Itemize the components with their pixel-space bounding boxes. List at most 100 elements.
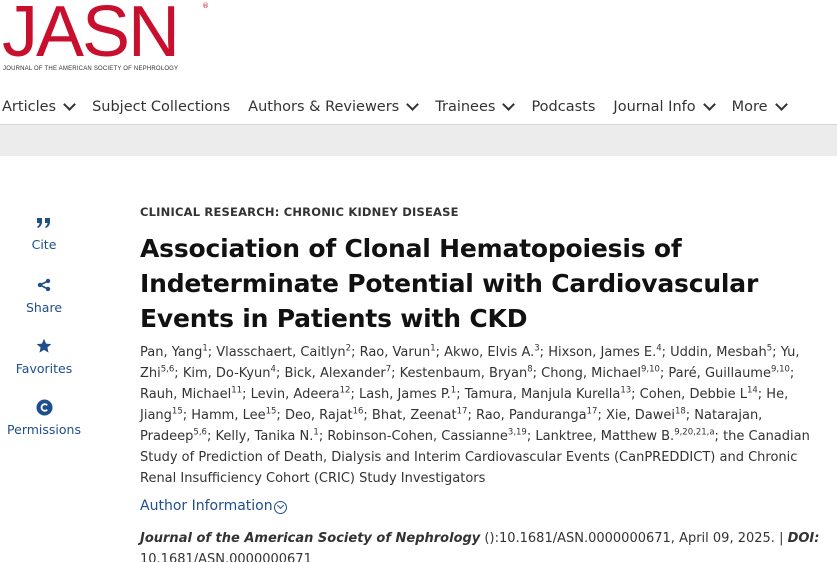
author-name-text: Vlasschaert, Caitlyn (216, 345, 346, 360)
chevron-down-icon (63, 98, 76, 111)
author-name-text: Pan, Yang (140, 345, 203, 360)
author-name-text: Kestenbaum, Bryan (399, 366, 528, 381)
author-name[interactable]: Bhat, Zeenat17 (371, 406, 468, 423)
author-name[interactable]: Bick, Alexander7 (284, 364, 392, 381)
author-name[interactable]: Kelly, Tanika N.1 (215, 428, 318, 444)
nav-item-articles[interactable]: Articles (2, 98, 76, 115)
nav-item-podcasts[interactable]: Podcasts (531, 99, 595, 115)
author-name[interactable]: Cohen, Debbie L14 (639, 385, 758, 402)
cite-button[interactable]: Cite (0, 212, 88, 252)
favorites-button[interactable]: Favorites (0, 336, 88, 376)
author-affiliation-sup: 1 (202, 343, 208, 354)
cite-label: Cite (31, 237, 57, 252)
author-name-text: Kim, Do-Kyun (182, 366, 271, 381)
author-name[interactable]: Akwo, Elvis A.3 (444, 344, 540, 360)
permissions-button[interactable]: Permissions (0, 397, 88, 437)
chevron-down-icon (273, 500, 287, 514)
author-name[interactable]: Tamura, Manjula Kurella13 (465, 386, 631, 402)
author-name[interactable]: Paré, Guillaume9,10 (668, 364, 790, 381)
nav-item-journal-info[interactable]: Journal Info (613, 98, 716, 115)
author-affiliation-sup: 3,19 (507, 427, 527, 438)
author-name-text: Hamm, Lee (191, 408, 266, 423)
share-label: Share (25, 300, 63, 315)
nav-item-label: Trainees (435, 99, 496, 115)
author-affiliation-sup: 17 (456, 406, 468, 417)
author-name-text: Xie, Dawei (605, 408, 675, 423)
chevron-down-icon (702, 98, 716, 111)
share-button[interactable]: Share (0, 275, 88, 315)
author-name[interactable]: Lash, James P.1 (358, 385, 457, 402)
author-name-text: Cohen, Debbie L (639, 387, 747, 402)
author-name[interactable]: He, Jiang15 (140, 387, 788, 423)
article-category[interactable]: CLINICAL RESEARCH: CHRONIC KIDNEY DISEAS… (140, 205, 459, 219)
author-name[interactable]: Robinson-Cohen, Cassianne3,19 (327, 427, 527, 444)
author-name-text: Lanktree, Matthew B. (535, 429, 675, 444)
author-affiliation-sup: 1 (450, 385, 457, 396)
doi-value[interactable]: 10.1681/ASN.0000000671 (140, 552, 312, 562)
author-name[interactable]: Xie, Dawei18 (605, 406, 686, 423)
author-name[interactable]: Natarajan, Pradeep5,6 (140, 408, 762, 444)
main-nav: Articles Subject Collections Authors & Rev… (0, 92, 837, 122)
author-affiliation-sup: 4 (656, 343, 662, 354)
author-name[interactable]: Uddin, Mesbah5 (670, 343, 773, 360)
journal-name: Journal of the American Society of Nephr… (140, 531, 481, 546)
nav-item-label: Subject Collections (92, 99, 231, 115)
author-name-text: Rao, Panduranga (475, 408, 587, 423)
author-name-text: Chong, Michael (541, 366, 641, 381)
chevron-down-icon (406, 98, 420, 111)
journal-logo[interactable]: JASN ® JOURNAL OF THE AMERICAN SOCIETY O… (2, 0, 209, 72)
nav-item-more[interactable]: More (732, 98, 788, 115)
author-name-text: Lash, James P. (358, 387, 451, 402)
author-name[interactable]: Kim, Do-Kyun4 (182, 365, 276, 381)
author-name-text: Robinson-Cohen, Cassianne (327, 429, 508, 444)
author-name-text: Akwo, Elvis A. (444, 345, 535, 360)
author-name[interactable]: Deo, Rajat16 (285, 407, 363, 423)
author-name[interactable]: Hixson, James E.4 (548, 343, 662, 360)
author-name-text: Bhat, Zeenat (371, 408, 457, 423)
star-icon (0, 336, 88, 356)
author-affiliation-sup: 5,6 (193, 427, 207, 438)
author-affiliation-sup: 15 (171, 406, 183, 417)
author-name[interactable]: Vlasschaert, Caitlyn2 (216, 343, 352, 360)
author-affiliation-sup: 7 (385, 364, 392, 375)
logo-tagline: JOURNAL OF THE AMERICAN SOCIETY OF NEPHR… (3, 66, 179, 72)
author-affiliation-sup: 17 (586, 406, 598, 417)
author-name-text: Uddin, Mesbah (670, 345, 767, 360)
author-name-text: Rauh, Michael (140, 387, 232, 402)
nav-item-trainees[interactable]: Trainees (435, 98, 516, 115)
author-name[interactable]: Chong, Michael9,10 (541, 365, 660, 381)
author-name[interactable]: Rao, Panduranga17 (475, 406, 598, 423)
author-name-text: Hixson, James E. (548, 345, 657, 360)
author-name[interactable]: Pan, Yang1 (140, 343, 208, 360)
registered-mark: ® (202, 2, 209, 10)
copyright-icon (0, 397, 88, 417)
author-name[interactable]: Kestenbaum, Bryan8 (399, 364, 533, 381)
quote-icon (0, 212, 88, 232)
author-name-text: Paré, Guillaume (668, 366, 771, 381)
chevron-down-icon (502, 98, 516, 111)
author-affiliation-sup: 2 (345, 343, 352, 354)
sub-header-band (0, 125, 837, 156)
author-affiliation-sup: 9,10 (770, 364, 790, 375)
author-name[interactable]: Hamm, Lee15 (191, 407, 276, 423)
author-name[interactable]: Rauh, Michael11 (140, 386, 242, 402)
author-information-toggle[interactable]: Author Information (140, 498, 832, 514)
author-name[interactable]: Lanktree, Matthew B.9,20,21,a (535, 427, 715, 444)
nav-item-authors-reviewers[interactable]: Authors & Reviewers (248, 98, 420, 115)
author-affiliation-sup: 14 (746, 385, 758, 396)
author-name[interactable]: Yu, Zhi5,6 (140, 345, 800, 381)
author-name[interactable]: Levin, Adeera12 (251, 386, 351, 402)
author-name[interactable]: Rao, Varun1 (359, 344, 436, 360)
author-affiliation-sup: 5 (766, 343, 773, 354)
nav-item-subject-collections[interactable]: Subject Collections (92, 99, 230, 115)
author-affiliation-sup: 18 (674, 406, 686, 417)
author-information-label: Author Information (140, 498, 273, 514)
author-name-text: Natarajan, Pradeep (140, 408, 763, 444)
group-authors: the Canadian Study of Prediction of Deat… (140, 429, 810, 486)
nav-divider (0, 124, 837, 125)
author-affiliation-sup: 9,20,21,a (674, 427, 715, 438)
author-affiliation-sup: 8 (527, 364, 533, 375)
doi-label: DOI: (787, 531, 820, 546)
favorites-label: Favorites (15, 361, 73, 376)
author-name-text: Rao, Varun (359, 345, 431, 360)
